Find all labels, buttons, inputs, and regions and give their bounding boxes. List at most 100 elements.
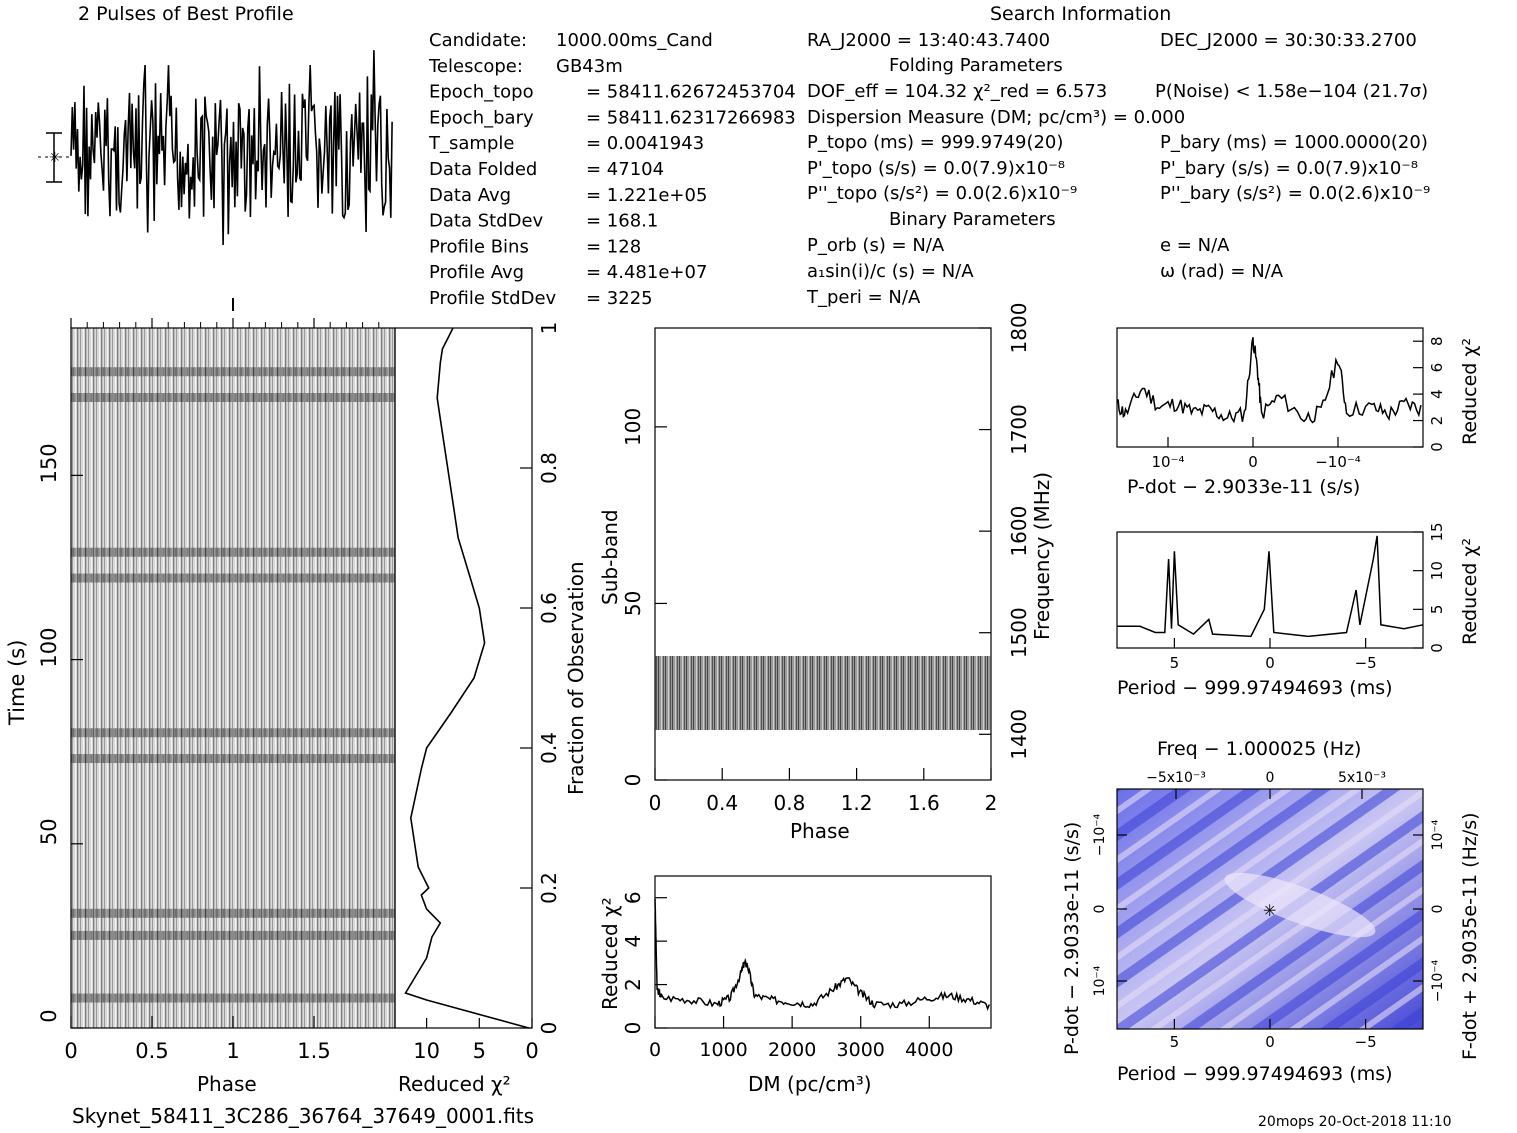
info-middle-column: RA_J2000 = 13:40:43.7400 Folding Paramete… [806,30,1185,308]
dark-band-right-1 [233,930,395,940]
redchi-fraction-line [404,327,530,1029]
time-tick-label-0: 0 [37,1009,61,1022]
freq-top-tick-label-2: 5x10⁻³ [1338,770,1386,786]
subband-axes: 0 50 100 1400 1500 1600 1700 1800 0 0.4 0.8 1.2 1.6 2 [621,303,1031,815]
time-phase-bands [71,367,395,1003]
info-mid-9: a₁sin(i)/c (s) = N/A [807,261,974,282]
ppdot-x-axis-label: Period − 999.97494693 (ms) [1117,1063,1393,1085]
phase2-axis-label: Phase [790,819,850,843]
dark-band-right-8 [233,367,395,377]
freq-tick-label-3: 1700 [1007,404,1031,455]
info-label-7: Data StdDev [429,211,544,232]
phase-tick-label-1: 0.5 [135,1039,168,1063]
info-label-9: Profile Avg [429,262,524,283]
ppdot-panel: ✳ 5 0 −5 −5x10⁻³ 0 5x10⁻³ −10⁻⁴ 10⁻⁴ 0 0 10⁻⁴ −10⁻⁴… [1061,738,1481,1085]
pdot-y-tick-label-3: 6 [1428,363,1446,373]
info-mid-7: Binary Parameters [889,209,1056,230]
info-label-0: Candidate: [429,30,527,51]
freq-top-tick-label-0: −5x10⁻³ [1146,770,1206,786]
time-phase-panel: 0 50 100 150 0 0.5 1 1.5 Time (s) Phase [5,298,396,1096]
ppdot-y-axis-label: P-dot − 2.9033e-11 (s/s) [1061,822,1083,1055]
dark-band-left-2 [71,908,233,918]
dm-axes: 0 2 4 6 0 1000 2000 3000 4000 [621,891,953,1061]
dark-band-left-0 [71,993,233,1003]
dm-y-tick-label-1: 2 [621,978,645,991]
dm-y-tick-label-2: 4 [621,935,645,948]
redchi-axis-label: Reduced χ² [398,1072,511,1096]
pp-x-tick-label-2: −5 [1355,1033,1377,1051]
info-mid-6: P''_topo (s/s²) = 0.0(2.6)x10⁻⁹ [807,183,1077,204]
profile-line [70,50,393,246]
phase2-tick-label-0: 0 [649,791,662,815]
svg-text:✳: ✳ [49,150,61,166]
subband-tick-label-1: 50 [621,591,645,616]
period-y-axis-label: Reduced χ² [1459,538,1481,645]
dark-band-right-5 [233,573,395,583]
dm-y-tick-label-0: 0 [621,1022,645,1035]
period-x-tick-label-0: 5 [1170,654,1180,672]
time-phase-axes: 0 50 100 150 0 0.5 1 1.5 [37,318,380,1063]
fraction-tick-label-1: 0.2 [537,872,561,904]
info-value-2: = 58411.62672453704 [586,82,796,103]
period-x-tick-label-1: 0 [1265,654,1275,672]
freq-top-axis-label: Freq − 1.000025 (Hz) [1157,738,1361,760]
pdot-x-tick-label-0: 10⁻⁴ [1151,453,1184,471]
dm-x-tick-label-1: 1000 [699,1039,747,1061]
phase2-tick-label-1: 0.4 [706,791,738,815]
info-label-4: T_sample [428,133,514,154]
pp-y-tick-label-1: 0 [1092,905,1108,914]
freq-tick-label-2: 1600 [1007,506,1031,557]
pdot-y-tick-label-0: 0 [1428,442,1446,452]
info-right-3: P'_bary (s/s) = 0.0(7.9)x10⁻⁸ [1160,158,1418,179]
dm-x-tick-label-4: 4000 [905,1039,953,1061]
best-fit-marker: ✳ [1263,901,1276,920]
pdot-y-tick-label-2: 4 [1428,389,1446,399]
dark-band-left-5 [71,573,233,583]
dark-band-right-0 [233,993,395,1003]
time-axis-label: Time (s) [5,640,29,726]
error-bar-marker: ✳ [38,132,72,183]
search-title: Search Information [990,3,1171,25]
pp-x-tick-label-0: 5 [1170,1033,1180,1051]
dark-band-right-2 [233,908,395,918]
period-y-tick-label-1: 5 [1428,605,1446,615]
info-right-6: ω (rad) = N/A [1160,261,1284,282]
pdot-panel: 10⁻⁴ 0 −10⁻⁴ 0 2 4 6 8 P-dot − 2.9033e-11 (s/s)… [1116,327,1481,498]
pp-y-tick-label-2: 10⁻⁴ [1092,965,1108,996]
info-value-3: = 58411.62317266983 [586,107,796,128]
dark-band-right-7 [233,393,395,402]
dm-x-tick-label-3: 3000 [837,1039,885,1061]
fraction-tick-label-2: 0.4 [537,732,561,764]
fraction-tick-label-5: 1 [537,322,561,335]
freq-tick-label-4: 1800 [1007,303,1031,354]
profile-panel: ✳ [38,50,393,246]
redchi-fraction-panel: 10 5 0 0 0.2 0.4 0.6 0.8 1 Reduced χ² Fraction o… [394,322,588,1096]
freq-tick-label-0: 1400 [1007,709,1031,760]
info-mid-4: P_topo (ms) = 999.9749(20) [807,132,1063,153]
info-value-0: 1000.00ms_Cand [556,30,713,51]
info-right-2: P_bary (ms) = 1000.0000(20) [1160,132,1428,153]
freq-top-tick-label-1: 0 [1266,770,1275,786]
period-panel: 5 0 −5 0 5 10 15 Period − 999.97494693 (ms) Re… [1116,522,1481,699]
dm-y-tick-label-3: 6 [621,891,645,904]
period-x-axis-label: Period − 999.97494693 (ms) [1117,677,1393,699]
period-line [1117,535,1424,638]
pdot-y-tick-label-4: 8 [1428,336,1446,346]
dm-line [654,898,990,1011]
info-value-5: = 47104 [586,159,664,180]
redchi-axes: 10 5 0 0 0.2 0.4 0.6 0.8 1 [413,322,561,1063]
period-y-tick-label-0: 0 [1428,643,1446,653]
footer-timestamp: 20mops 20-Oct-2018 11:10 [1258,1114,1452,1130]
pp-y-right-tick-label-0: 10⁻⁴ [1430,819,1446,850]
info-right-5: e = N/A [1160,235,1230,256]
info-value-4: = 0.0041943 [586,133,704,154]
frequency-axis-label: Frequency (MHz) [1030,472,1054,640]
dm-y-axis-label: Reduced χ² [598,897,622,1010]
dm-x-tick-label-0: 0 [649,1039,661,1061]
dm-x-axis-label: DM (pc/cm³) [748,1072,872,1096]
fraction-tick-label-4: 0.8 [537,452,561,484]
dark-band-right-6 [233,547,395,557]
info-value-10: = 3225 [586,288,653,309]
phase2-tick-label-5: 2 [985,791,998,815]
pdot-line [1116,337,1422,424]
